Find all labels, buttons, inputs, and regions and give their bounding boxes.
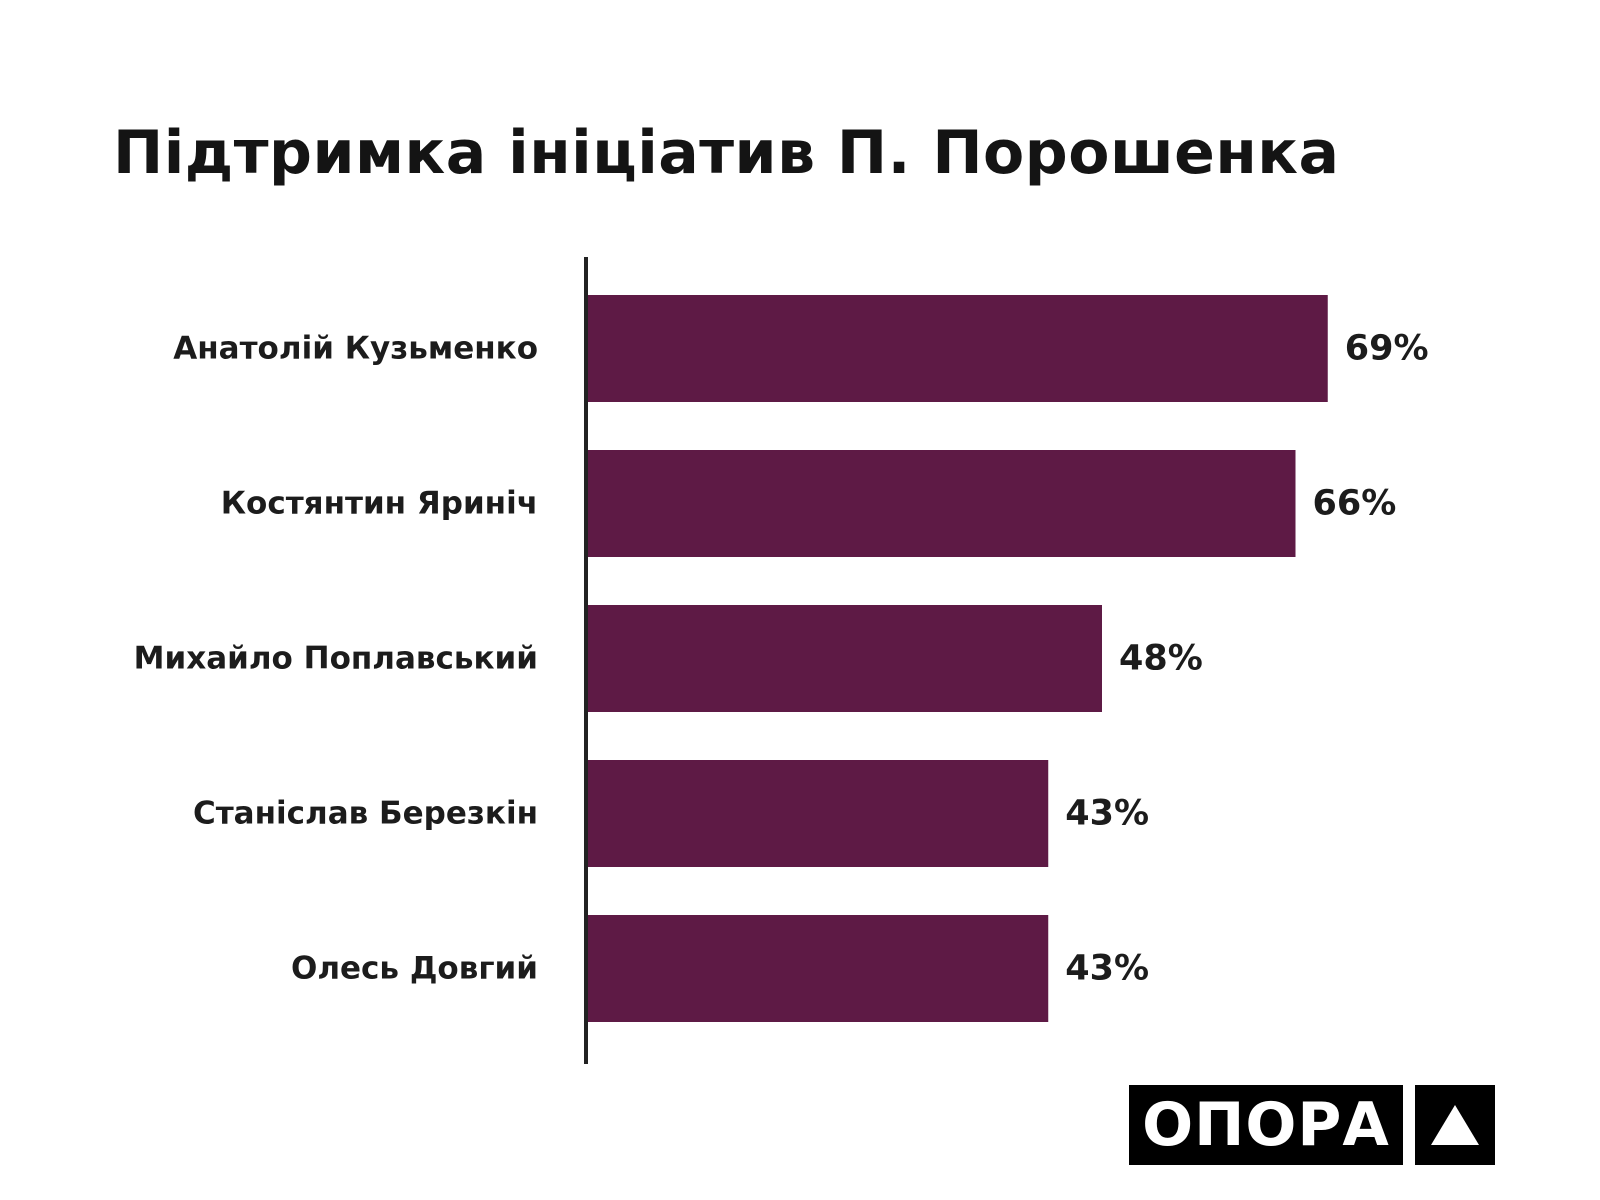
bar-5 <box>586 915 1049 1022</box>
category-label-2: Костянтин Яриніч <box>221 486 538 522</box>
bar-4 <box>586 760 1049 867</box>
value-label-2: 66% <box>1313 484 1397 524</box>
value-label-4: 43% <box>1065 794 1149 834</box>
chart-title: Підтримка ініціатив П. Порошенка <box>113 118 1340 188</box>
bar-2 <box>586 450 1296 557</box>
opora-logo: ОПОРА <box>1129 1085 1495 1165</box>
bars-group <box>586 295 1328 1022</box>
triangle-up-icon <box>1415 1085 1495 1165</box>
logo-wordmark: ОПОРА <box>1129 1085 1403 1165</box>
value-label-5: 43% <box>1065 949 1149 989</box>
category-label-5: Олесь Довгий <box>291 951 538 987</box>
value-labels-group: 69% 66% 48% 43% 43% <box>1065 329 1428 989</box>
value-label-3: 48% <box>1119 639 1203 679</box>
bar-3 <box>586 605 1102 712</box>
category-label-1: Анатолій Кузьменко <box>173 331 538 367</box>
bar-1 <box>586 295 1328 402</box>
value-label-1: 69% <box>1345 329 1429 369</box>
category-label-4: Станіслав Березкін <box>193 796 538 832</box>
category-label-3: Михайло Поплавський <box>134 641 538 677</box>
category-labels-group: Анатолій Кузьменко Костянтин Яриніч Михайл… <box>134 331 538 987</box>
